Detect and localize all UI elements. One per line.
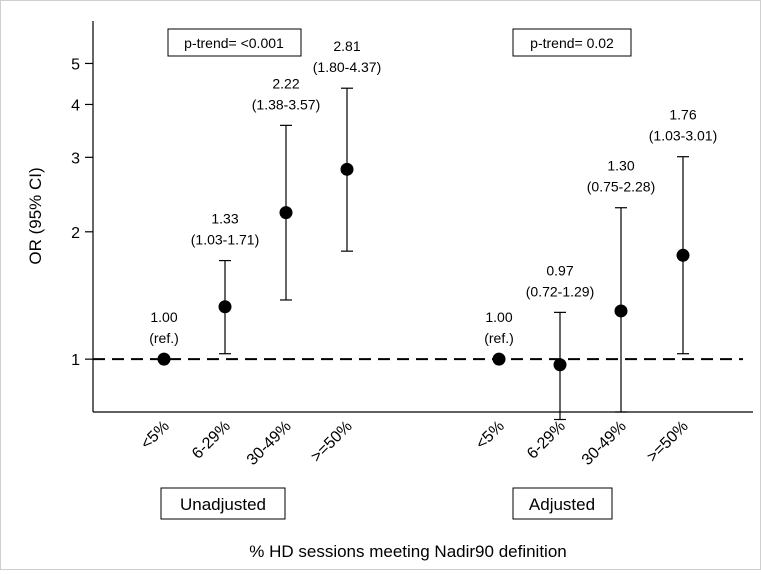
group-label-adjusted: Adjusted <box>529 495 595 514</box>
point-label-or: 1.00 <box>150 309 177 325</box>
p-trend-box-adjusted: p-trend= 0.02 <box>512 28 632 57</box>
group-label-unadjusted: Unadjusted <box>180 495 266 514</box>
point-label-or: 2.22 <box>272 75 299 91</box>
group-box-unadjusted: Unadjusted <box>160 487 286 520</box>
point-label-ci: (0.75-2.28) <box>587 179 655 195</box>
y-tick-label: 2 <box>71 225 80 242</box>
or-point <box>676 248 690 262</box>
x-tick-labels: <5% 6-29% 30-49% >=50% <5% 6-29% 30-49% >=50% <box>138 418 692 469</box>
or-point <box>218 300 232 314</box>
p-trend-unadjusted: p-trend= <0.001 <box>184 35 284 51</box>
or-point <box>157 352 171 366</box>
p-trend-box-unadjusted: p-trend= <0.001 <box>167 28 302 57</box>
group-box-adjusted: Adjusted <box>512 487 613 520</box>
y-tick-label: 5 <box>71 56 80 73</box>
point-label-ci: (1.38-3.57) <box>252 96 320 112</box>
y-tick-label: 3 <box>71 150 80 167</box>
x-tick-label: >=50% <box>644 418 692 466</box>
or-point <box>492 352 506 366</box>
or-point <box>279 206 293 220</box>
point-label-or: 1.33 <box>211 211 238 227</box>
point-label-ci: (0.72-1.29) <box>526 283 594 299</box>
x-axis-label: % HD sessions meeting Nadir90 definition <box>249 542 567 561</box>
p-trend-adjusted: p-trend= 0.02 <box>530 35 614 51</box>
or-point <box>553 358 567 372</box>
x-tick-label: 6-29% <box>189 418 234 463</box>
plot-axes <box>92 21 753 413</box>
point-label-or: 1.76 <box>669 107 696 123</box>
x-tick-label: 30-49% <box>579 418 630 469</box>
point-label-or: 1.30 <box>607 158 634 174</box>
x-tick-label: <5% <box>473 418 508 453</box>
point-label-ci: (1.03-3.01) <box>649 128 717 144</box>
x-tick-label: 30-49% <box>244 418 295 469</box>
y-tick-label: 4 <box>71 97 80 114</box>
data-marks: (ref.) 1.00 (1.03-1.71) 1.33 (1.38-3.57) 2.22… <box>149 38 717 421</box>
point-label-ci: (1.03-1.71) <box>191 232 259 248</box>
y-axis-label: OR (95% CI) <box>26 167 45 264</box>
point-label-ci: (ref.) <box>484 330 514 346</box>
or-point <box>340 162 354 176</box>
point-label-or: 1.00 <box>485 309 512 325</box>
point-label-ci: (1.80-4.37) <box>313 59 381 75</box>
point-label-or: 2.81 <box>333 38 360 54</box>
y-tick-label: 1 <box>71 352 80 369</box>
x-tick-label: 6-29% <box>524 418 569 463</box>
or-point <box>614 304 628 318</box>
y-ticks: 1 2 3 4 5 <box>71 56 93 369</box>
x-tick-label: >=50% <box>308 418 356 466</box>
x-tick-label: <5% <box>138 418 173 453</box>
point-label-or: 0.97 <box>546 262 573 278</box>
point-label-ci: (ref.) <box>149 330 179 346</box>
